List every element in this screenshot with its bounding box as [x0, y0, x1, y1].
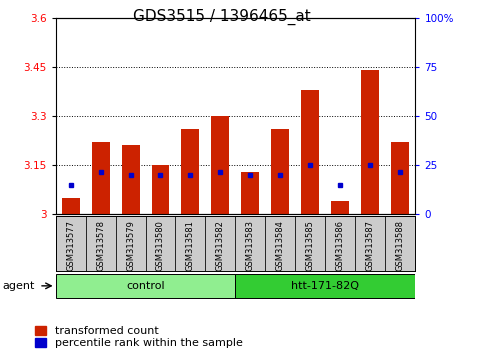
Bar — [326, 216, 355, 271]
Text: htt-171-82Q: htt-171-82Q — [291, 281, 359, 291]
Bar — [145, 216, 175, 271]
Text: GSM313577: GSM313577 — [66, 220, 75, 271]
Text: GSM313584: GSM313584 — [276, 220, 285, 271]
Bar — [355, 216, 385, 271]
Text: GSM313579: GSM313579 — [126, 220, 135, 271]
Bar — [212, 116, 229, 214]
Text: GSM313585: GSM313585 — [306, 220, 315, 271]
Bar — [205, 216, 236, 271]
Text: GSM313586: GSM313586 — [336, 220, 345, 271]
Bar — [152, 165, 170, 214]
Text: GSM313587: GSM313587 — [366, 220, 375, 271]
Bar — [115, 216, 145, 271]
Bar — [296, 216, 326, 271]
Bar — [385, 216, 415, 271]
Legend: transformed count, percentile rank within the sample: transformed count, percentile rank withi… — [35, 326, 242, 348]
Text: GDS3515 / 1396465_at: GDS3515 / 1396465_at — [133, 9, 311, 25]
Text: control: control — [126, 281, 165, 291]
Bar — [175, 216, 205, 271]
Bar — [56, 274, 236, 298]
Bar — [266, 216, 296, 271]
Bar — [331, 201, 349, 214]
Bar — [301, 90, 319, 214]
Bar — [271, 129, 289, 214]
Bar — [361, 70, 379, 214]
Text: GSM313580: GSM313580 — [156, 220, 165, 271]
Bar — [85, 216, 115, 271]
Bar — [236, 216, 266, 271]
Bar — [56, 216, 85, 271]
Text: GSM313583: GSM313583 — [246, 220, 255, 271]
Bar — [122, 145, 140, 214]
Bar — [236, 274, 415, 298]
Text: GSM313588: GSM313588 — [396, 220, 405, 271]
Bar — [182, 129, 199, 214]
Bar — [242, 172, 259, 214]
Text: GSM313581: GSM313581 — [186, 220, 195, 271]
Text: GSM313578: GSM313578 — [96, 220, 105, 271]
Bar — [391, 142, 410, 214]
Bar — [61, 198, 80, 214]
Text: agent: agent — [2, 281, 35, 291]
Bar — [92, 142, 110, 214]
Text: GSM313582: GSM313582 — [216, 220, 225, 271]
